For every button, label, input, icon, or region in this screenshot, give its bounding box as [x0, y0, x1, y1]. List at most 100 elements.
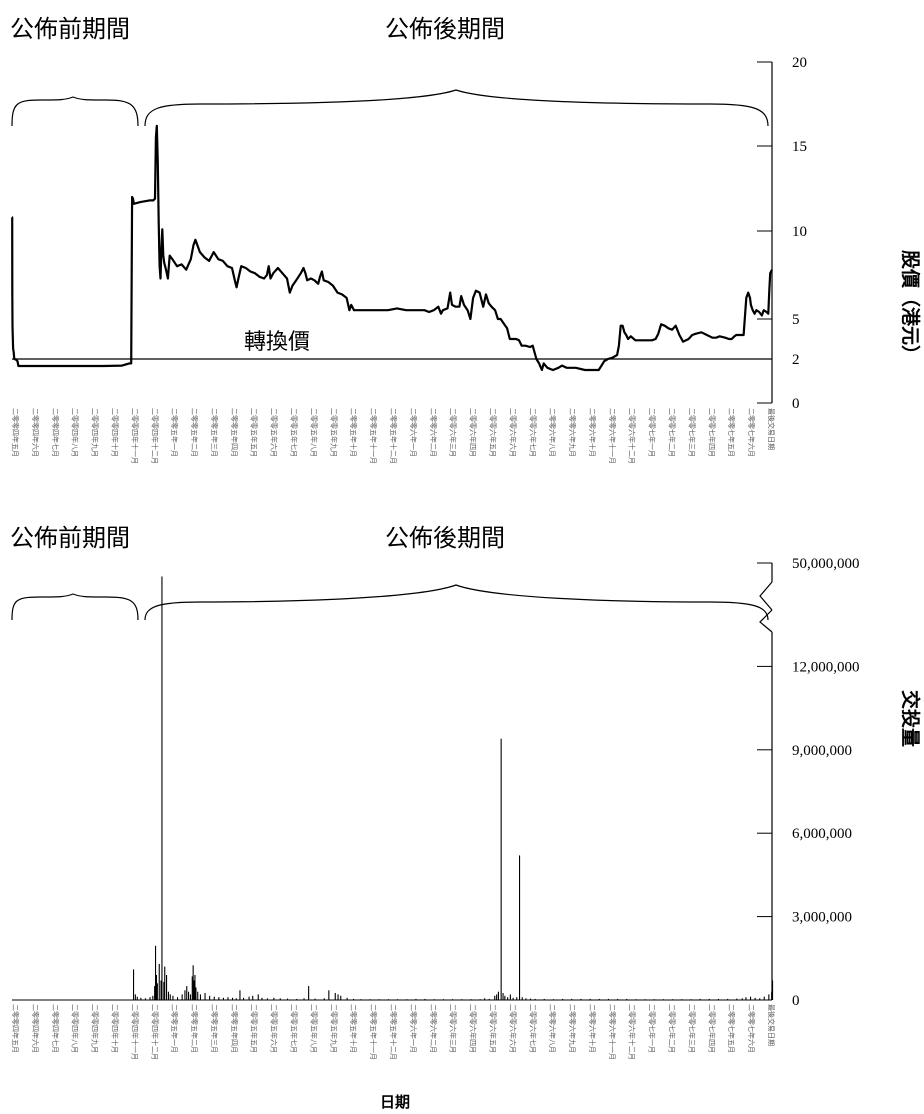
price-x-tick-label: 二零零四年五月: [11, 408, 20, 457]
volume-bar: [519, 855, 521, 1000]
volume-x-tick-label: 二零零四年九月: [91, 1004, 100, 1053]
volume-bar: [193, 980, 195, 1000]
volume-bar: [589, 998, 591, 1000]
volume-x-tick-label: 二零零五年十一月: [369, 1004, 378, 1060]
volume-bar: [296, 998, 298, 1000]
volume-bar: [353, 998, 355, 1000]
volume-tick-label: 12,000,000: [792, 659, 860, 675]
volume-bar: [149, 997, 151, 1000]
volume-x-tick-label: 二零零五年三月: [210, 1004, 219, 1053]
volume-bar: [727, 998, 729, 1000]
price-x-tick-label: 二零零六年三月: [449, 408, 458, 457]
price-x-tick-label: 二零零四年七月: [51, 408, 60, 457]
volume-bar: [598, 998, 600, 1000]
post-period-label: 公佈後期間: [385, 15, 505, 43]
volume-bar: [415, 998, 417, 1000]
price-y-axis-label: 股價（港元）: [899, 250, 922, 364]
volume-bar: [488, 998, 490, 1000]
volume-bar: [186, 986, 188, 1000]
price-y-axis: 0 2 5 10 15 20: [757, 55, 807, 412]
volume-bar: [156, 983, 158, 1000]
volume-x-tick-label: 二零零六年四月: [469, 1004, 478, 1053]
volume-bar: [209, 995, 211, 1000]
volume-bar: [504, 995, 506, 1000]
volume-bar: [543, 998, 545, 1000]
x-axis-title: 日期: [380, 1093, 410, 1111]
volume-bar: [235, 998, 237, 1000]
volume-y-axis: 0 3,000,000 6,000,000 9,000,000 12,000,000 50…: [12, 556, 860, 1009]
price-tick-label: 10: [792, 224, 807, 240]
volume-bar: [166, 975, 168, 1000]
volume-bar: [279, 998, 281, 1000]
volume-x-tick-label: 二零零七年三月: [687, 1004, 696, 1053]
volume-tick-label: 6,000,000: [792, 826, 852, 842]
volume-bar: [232, 997, 234, 1000]
volume-y-axis-label: 交投量: [899, 690, 922, 747]
volume-tick-label: 9,000,000: [792, 743, 852, 759]
volume-x-tick-label: 二零零六年一月: [409, 1004, 418, 1053]
volume-bar: [192, 965, 194, 1001]
price-x-tick-label: 二零零五年五月: [250, 408, 259, 457]
price-x-tick-label: 二零零五年九月: [329, 408, 338, 457]
post-period-brace: [144, 89, 769, 127]
volume-x-tick-label: 二零零五年一月: [170, 1004, 179, 1053]
volume-bar: [227, 997, 229, 1000]
price-x-tick-label: 二零零六年五月: [488, 408, 497, 457]
price-x-tick-label: 二零零五年二月: [190, 408, 199, 457]
volume-bar: [218, 997, 220, 1000]
volume-bar: [155, 975, 157, 1000]
volume-bar: [144, 998, 146, 1000]
volume-x-tick-label: 最後交易日期: [767, 1004, 776, 1046]
price-x-tick-label: 二零零七年四月: [707, 408, 716, 457]
volume-bar: [745, 997, 747, 1000]
volume-x-tick-label: 二零零五年五月: [250, 1004, 259, 1053]
volume-bar: [334, 993, 336, 1000]
volume-bar: [261, 997, 263, 1000]
volume-bar: [736, 998, 738, 1000]
volume-bar: [158, 963, 160, 1000]
volume-bar: [346, 997, 348, 1000]
volume-x-axis-ticks: 二零零四年五月 二零零四年六月 二零零四年七月 二零零四年八月 二零零四年九月 二零零四年…: [11, 1004, 776, 1060]
volume-bar: [195, 987, 197, 1000]
price-x-tick-label: 二零零六年八月: [548, 408, 557, 457]
volume-x-tick-label: 二零零五年七月: [290, 1004, 299, 1053]
price-x-tick-label: 二零零七年五月: [727, 408, 736, 457]
volume-bar: [181, 994, 183, 1000]
price-x-axis-ticks: 二零零四年五月 二零零四年六月 二零零四年七月 二零零四年八月 二零零四年九月 二零零四年…: [11, 408, 776, 464]
price-x-tick-label: 二零零五年十一月: [369, 408, 378, 464]
volume-x-tick-label: 二零零六年七月: [528, 1004, 537, 1053]
volume-bar: [172, 995, 174, 1000]
volume-bar: [155, 945, 157, 1000]
volume-x-tick-label: 二零零五年十二月: [389, 1004, 398, 1060]
volume-bar: [189, 994, 191, 1000]
price-tick-label: 5: [792, 312, 800, 328]
volume-bar: [164, 966, 166, 1000]
price-x-tick-label: 二零零四年十二月: [150, 408, 159, 464]
volume-bar: [243, 997, 245, 1000]
volume-bar: [741, 998, 743, 1000]
volume-bar: [266, 998, 268, 1000]
volume-bar: [287, 998, 289, 1000]
price-plot: [11, 124, 773, 372]
volume-x-tick-label: 二零零七年六月: [747, 1004, 756, 1053]
axis-break-mark: [759, 609, 773, 633]
volume-bar: [496, 994, 498, 1000]
volume-bar: [337, 994, 339, 1000]
volume-x-tick-label: 二零零四年六月: [31, 1004, 40, 1053]
volume-bar: [507, 997, 509, 1000]
volume-bar: [768, 994, 770, 1000]
price-x-tick-label: 二零零六年十月: [588, 408, 597, 457]
price-x-tick-label: 二零零六年二月: [429, 408, 438, 457]
volume-bar: [323, 998, 325, 1000]
volume-bar: [571, 998, 573, 1000]
volume-x-tick-label: 二零零六年九月: [568, 1004, 577, 1053]
price-x-tick-label: 二零零六年六月: [508, 408, 517, 457]
volume-bar: [754, 997, 756, 1000]
volume-bar: [494, 995, 496, 1000]
volume-bar: [213, 996, 215, 1000]
price-x-tick-label: 二零零六年十一月: [608, 408, 617, 464]
volume-bar: [191, 976, 193, 1000]
price-x-tick-label: 最後交易日期: [767, 408, 776, 450]
volume-bar: [197, 991, 199, 1000]
